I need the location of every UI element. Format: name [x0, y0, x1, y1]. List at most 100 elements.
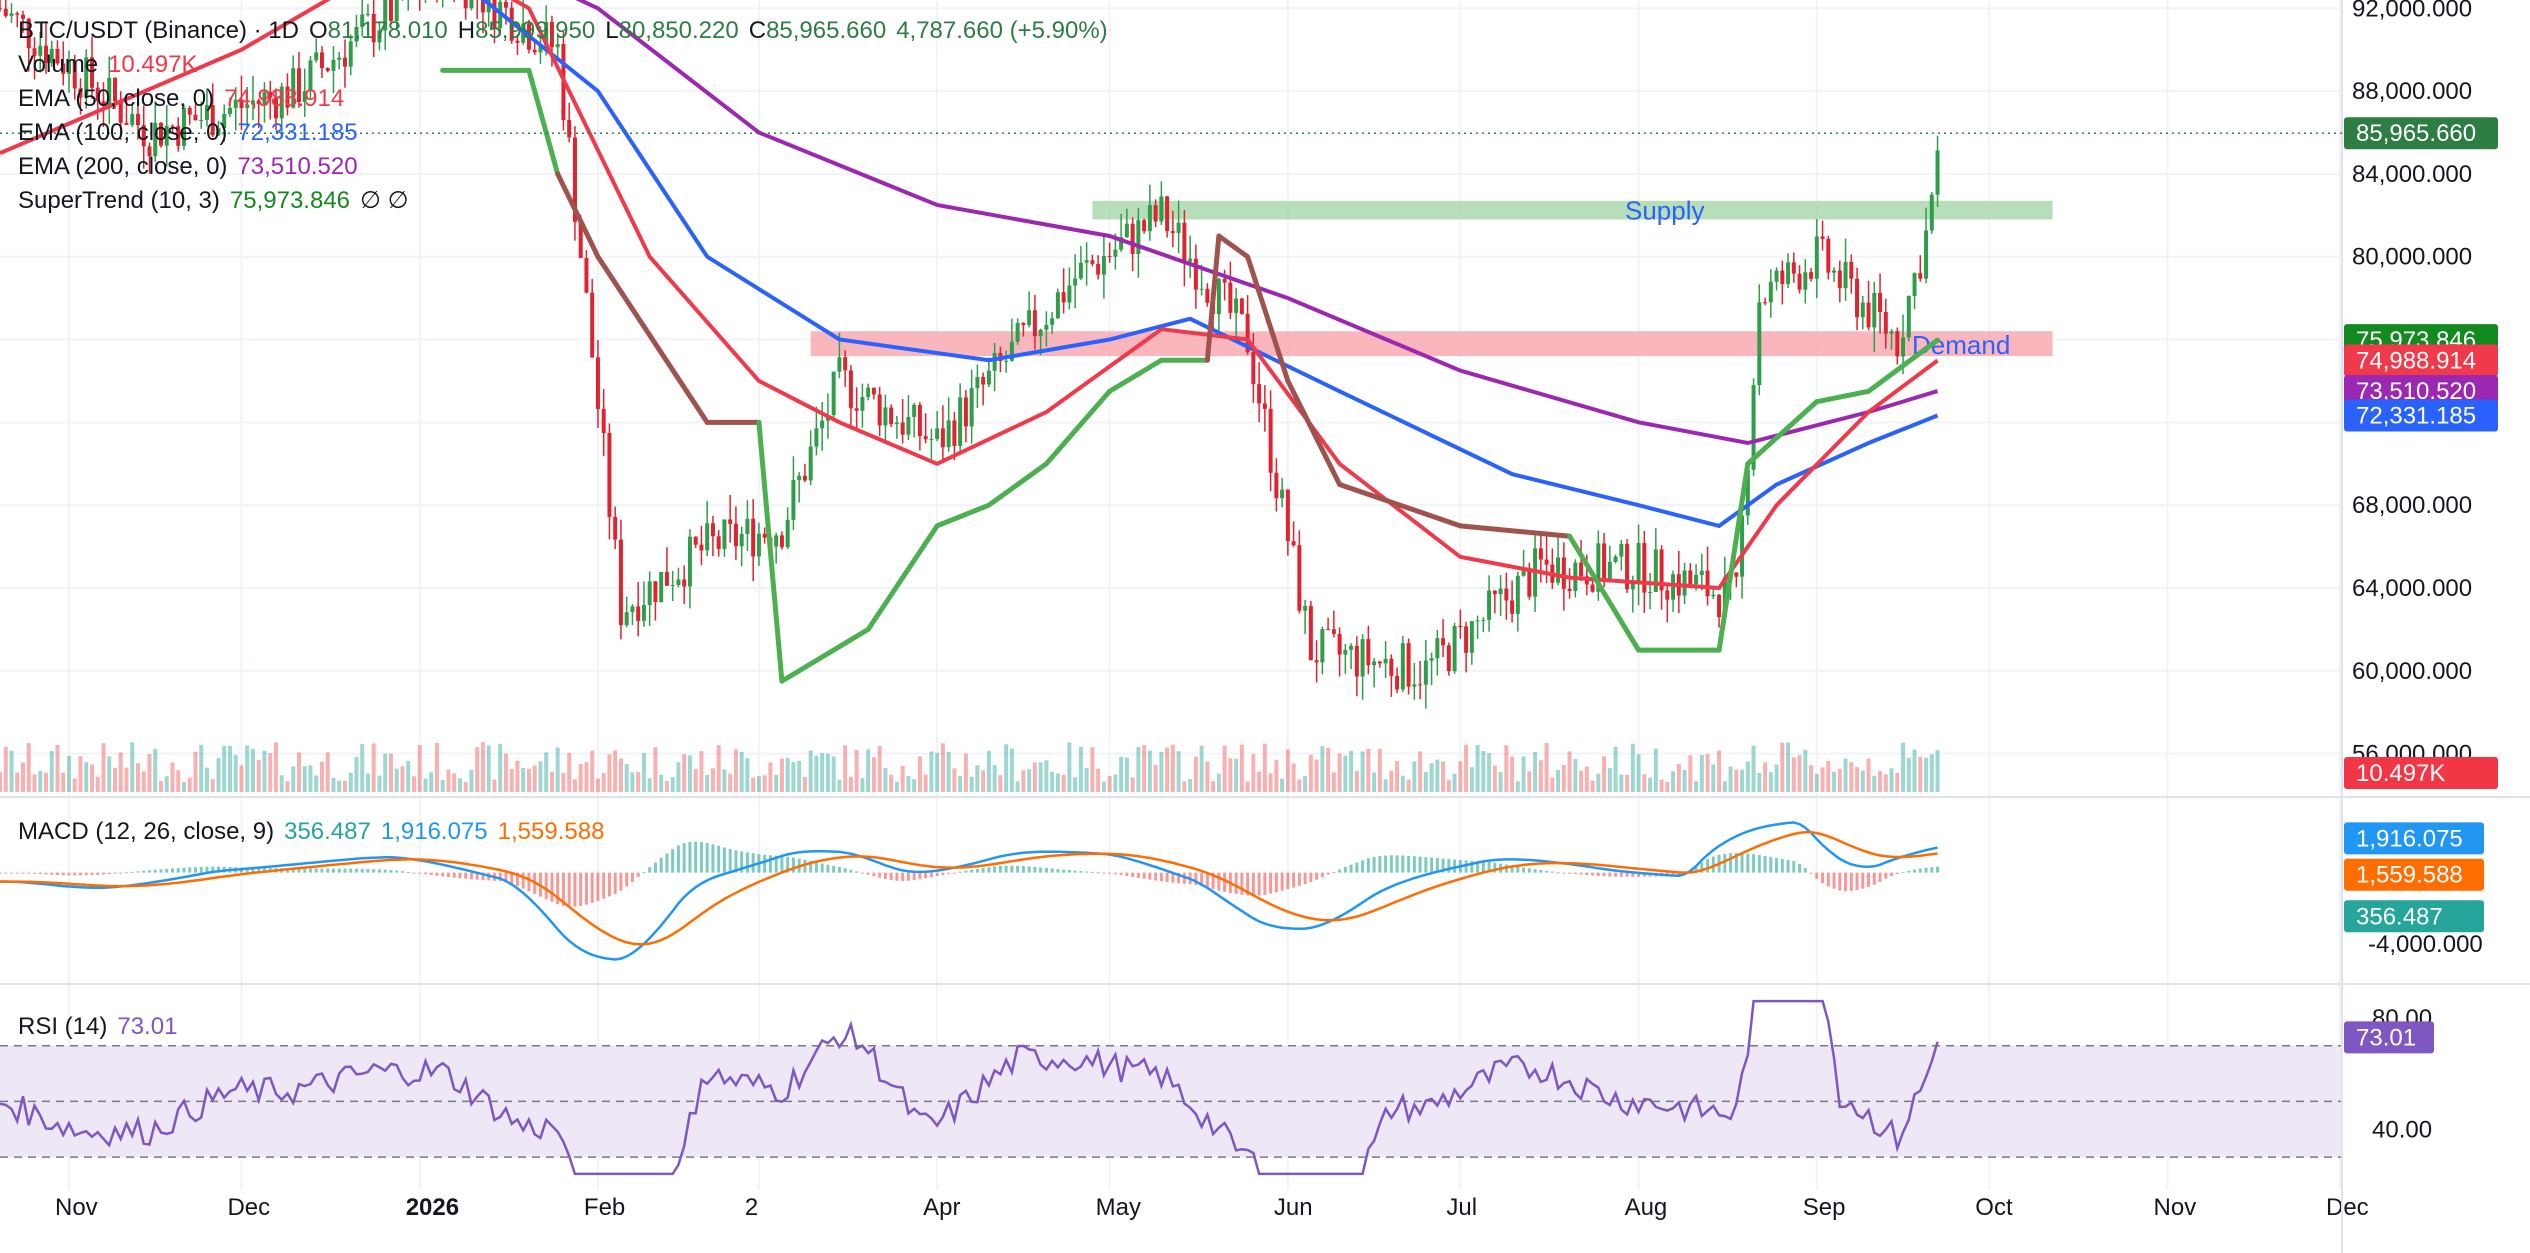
- price-axis-label: 88,000.000: [2352, 78, 2472, 105]
- candle-body: [1412, 684, 1417, 687]
- candle-body: [1711, 594, 1716, 597]
- macd-histogram-bar: [1798, 863, 1802, 873]
- volume-bar: [1331, 772, 1336, 792]
- macd-histogram-bar: [101, 872, 105, 875]
- volume-bar: [308, 765, 313, 792]
- legend-supertrend[interactable]: SuperTrend (10, 3) 75,973.846 ∅ ∅: [18, 187, 409, 214]
- macd-histogram-bar: [142, 870, 146, 873]
- candle-body: [153, 122, 158, 157]
- macd-histogram-bar: [573, 872, 577, 907]
- volume-bar: [1711, 764, 1716, 792]
- volume-bar: [641, 753, 646, 792]
- volume-bar: [1165, 747, 1170, 792]
- volume-bar: [1803, 749, 1808, 792]
- candle-body: [55, 48, 60, 64]
- candle-body: [618, 539, 623, 626]
- volume-bar: [296, 752, 301, 792]
- volume-bar: [1780, 742, 1785, 792]
- macd-histogram-bar: [1487, 862, 1491, 873]
- candle-body: [250, 100, 255, 105]
- volume-bar: [1090, 747, 1095, 792]
- candle-body: [1032, 310, 1037, 337]
- candle-body: [549, 21, 554, 48]
- macd-histogram-bar: [688, 841, 692, 873]
- candle-body: [107, 77, 112, 106]
- candle-body: [1797, 273, 1802, 290]
- candle-body: [837, 357, 842, 372]
- volume-bar: [1274, 760, 1279, 792]
- candle-body: [296, 68, 301, 103]
- legend-volume[interactable]: Volume 10.497K: [18, 51, 198, 78]
- volume-bar: [544, 752, 549, 792]
- macd-histogram-bar: [1481, 861, 1485, 873]
- macd-histogram-bar: [918, 872, 922, 880]
- macd-histogram-bar: [1614, 872, 1618, 877]
- macd-tag: 356.487: [2344, 900, 2484, 933]
- macd-histogram-bar: [170, 868, 174, 873]
- candle-body: [124, 122, 129, 125]
- volume-bar: [348, 772, 353, 792]
- legend-ema50[interactable]: EMA (50, close, 0) 74,988.914: [18, 85, 345, 112]
- legend-ema200[interactable]: EMA (200, close, 0) 73,510.520: [18, 153, 358, 180]
- volume-bar: [791, 761, 796, 792]
- candle-body: [1774, 270, 1779, 282]
- candle-body: [210, 105, 215, 136]
- volume-bar: [670, 777, 675, 792]
- volume-bar: [475, 747, 480, 792]
- volume-bar: [837, 779, 842, 792]
- volume-bar: [1832, 771, 1837, 792]
- volume-bar: [319, 761, 324, 792]
- macd-histogram-bar: [1372, 856, 1376, 873]
- volume-bar: [1441, 761, 1446, 792]
- macd-histogram-bar: [1510, 865, 1514, 873]
- volume-bar: [572, 779, 577, 792]
- macd-histogram-bar: [1579, 872, 1583, 875]
- macd-histogram-bar: [188, 867, 192, 873]
- candle-body: [1786, 262, 1791, 285]
- macd-histogram-bar: [567, 872, 571, 907]
- candle-body: [32, 48, 37, 56]
- macd-histogram-bar: [889, 872, 893, 880]
- legend-rsi[interactable]: RSI (14) 73.01: [18, 1013, 178, 1040]
- candle-body: [739, 533, 744, 547]
- volume-bar: [1878, 771, 1883, 792]
- candle-body: [26, 18, 31, 49]
- volume-bar: [1671, 771, 1676, 792]
- candle-body: [38, 45, 43, 56]
- candle-body: [9, 13, 14, 16]
- candle-body: [1832, 270, 1837, 273]
- volume-bar: [618, 758, 623, 792]
- candle-body: [814, 428, 819, 447]
- symbol-title[interactable]: BTC/USDT (Binance) · 1D: [18, 17, 299, 44]
- legend-macd[interactable]: MACD (12, 26, close, 9) 356.487 1,916.075 1…: [18, 818, 605, 845]
- macd-histogram-bar: [1729, 853, 1733, 873]
- candle-body: [1671, 574, 1676, 600]
- macd-histogram-bar: [1769, 856, 1773, 873]
- volume-bar: [245, 745, 250, 792]
- volume-bar: [1435, 759, 1440, 792]
- macd-histogram-bar: [84, 872, 88, 876]
- candle-body: [1021, 322, 1026, 326]
- volume-bar: [682, 754, 687, 792]
- candle-body: [630, 606, 635, 613]
- candle-body: [923, 436, 928, 440]
- time-axis-label: Sep: [1803, 1194, 1846, 1221]
- candle-body: [751, 518, 756, 557]
- macd-histogram-bar: [832, 865, 836, 873]
- candle-body: [101, 101, 106, 106]
- legend-ema100[interactable]: EMA (100, close, 0) 72,331.185: [18, 119, 358, 146]
- macd-histogram-bar: [745, 852, 749, 873]
- macd-histogram-bar: [211, 866, 215, 873]
- volume-bar: [193, 751, 198, 792]
- macd-histogram-bar: [446, 872, 450, 878]
- volume-bar: [1360, 751, 1365, 792]
- macd-histogram-bar: [722, 847, 726, 873]
- volume-bar: [1004, 744, 1009, 792]
- price-axis-label: 60,000.000: [2352, 658, 2472, 685]
- macd-histogram-bar: [1027, 866, 1031, 873]
- macd-histogram-bar: [952, 872, 956, 874]
- candle-body: [682, 579, 687, 587]
- candle-body: [1515, 575, 1520, 614]
- macd-tag-bg: [2344, 900, 2484, 933]
